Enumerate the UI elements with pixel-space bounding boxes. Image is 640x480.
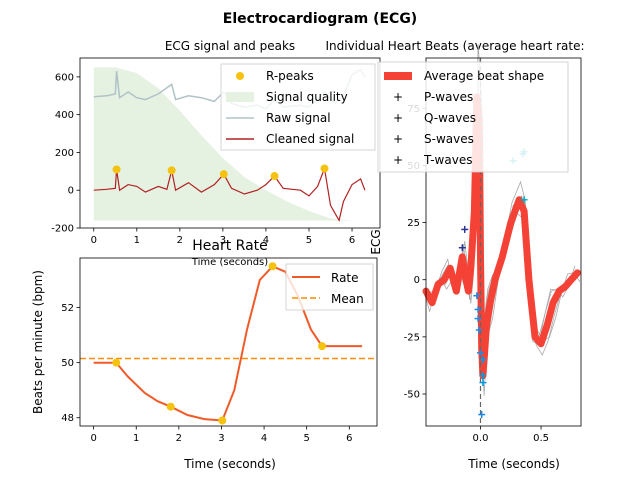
legend-q-marker: + — [393, 111, 403, 125]
legend-quality-swatch — [226, 92, 254, 102]
heart-rate-xlabel: Time (seconds) — [183, 457, 276, 471]
p-wave-marker — [458, 244, 466, 252]
ecg-signal-xtick-label: 5 — [306, 235, 312, 246]
heart-rate-xtick-label: 4 — [261, 433, 267, 444]
heart-beats-xtick-label: 0.0 — [473, 433, 489, 444]
legend-raw-label: Raw signal — [266, 111, 331, 125]
rate-peak-point — [318, 342, 327, 351]
heart-beats-ytick-label: -50 — [404, 390, 420, 401]
rate-peak-point — [268, 262, 277, 271]
cleaned-signal-line — [93, 166, 366, 223]
ecg-signal-xtick-label: 4 — [263, 235, 269, 246]
heart-beats-ylabel: ECG — [369, 229, 383, 254]
r-peak-point — [112, 165, 121, 174]
ecg-signal-ytick-label: 200 — [55, 148, 74, 159]
s-wave-marker — [479, 372, 487, 380]
rate-peak-point — [218, 416, 227, 425]
s-wave-marker — [479, 379, 487, 387]
heart-beats-frame — [425, 57, 582, 427]
ecg-signal-ytick-label: 0 — [68, 186, 74, 197]
t-wave-marker — [520, 196, 528, 204]
r-peak-point — [167, 166, 176, 175]
legend-cleaned-label: Cleaned signal — [266, 132, 354, 146]
heart-rate-ytick-label: 48 — [61, 413, 74, 424]
legend-quality-label: Signal quality — [266, 90, 348, 104]
rate-peak-point — [112, 358, 121, 367]
heart-beats-xtick-label: 0.5 — [533, 433, 549, 444]
ecg-signal-ytick-label: 600 — [55, 72, 74, 83]
heart-beats-ytick-label: 25 — [407, 218, 420, 229]
heart-rate-xtick-label: 1 — [133, 433, 139, 444]
legend-average-label: Average beat shape — [424, 69, 544, 83]
q-wave-marker — [476, 349, 484, 357]
r-peak-point — [219, 170, 228, 179]
heart-rate-ylabel: Beats per minute (bpm) — [31, 270, 45, 414]
heart-beats-ytick-label: 0 — [414, 275, 420, 286]
heart-rate-ytick-label: 50 — [61, 358, 74, 369]
legend-box — [377, 61, 569, 173]
q-wave-marker — [475, 326, 483, 334]
heart-rate-title: Heart Rate — [192, 238, 268, 254]
heart-rate-frame — [79, 257, 378, 427]
heart-beats-ytick-label: -25 — [404, 332, 420, 343]
ecg-signal-xtick-label: 1 — [134, 235, 140, 246]
legend-box — [220, 63, 376, 151]
s-wave-marker — [479, 356, 487, 364]
legend-rpeaks-label: R-peaks — [266, 69, 314, 83]
ecg-signal-title: ECG signal and peaks — [165, 39, 295, 53]
q-wave-marker — [474, 305, 482, 313]
figure-title: Electrocardiogram (ECG) — [223, 11, 417, 27]
heart-rate-xtick-label: 0 — [90, 433, 96, 444]
ecg-signal-xlabel: Time (seconds) — [191, 257, 268, 268]
legend-box — [285, 263, 374, 311]
heart-rate-xtick-label: 5 — [304, 433, 310, 444]
legend-s-marker: + — [393, 132, 403, 146]
r-peak-point — [270, 172, 279, 181]
legend-q-label: Q-waves — [424, 111, 476, 125]
heart-beats-panel: Individual Heart Beats (average heart ra… — [325, 39, 584, 471]
legend-t-label: T-waves — [423, 153, 472, 167]
ecg-signal-legend: R-peaks Signal quality Raw signal Cleane… — [220, 63, 376, 151]
legend-t-marker: + — [393, 153, 403, 167]
ecg-signal-ytick-label: -200 — [51, 224, 74, 235]
q-wave-marker — [478, 411, 486, 419]
legend-p-marker: + — [393, 90, 403, 104]
heart-rate-xtick-label: 3 — [218, 433, 224, 444]
ecg-signal-xtick-label: 3 — [220, 235, 226, 246]
ecg-signal-xtick-label: 0 — [91, 235, 97, 246]
ecg-signal-xtick-label: 2 — [177, 235, 183, 246]
rate-peak-point — [166, 402, 175, 411]
legend-s-label: S-waves — [424, 132, 474, 146]
heart-beats-xlabel: Time (seconds) — [467, 457, 560, 471]
p-wave-marker — [461, 225, 469, 233]
ecg-signal-xtick-label: 6 — [349, 235, 355, 246]
heart-beats-title: Individual Heart Beats (average heart ra… — [325, 39, 584, 53]
q-wave-marker — [473, 292, 481, 300]
ecg-signal-panel: ECG signal and peaks 0 1 2 3 4 5 6 -200 0 200 400 6… — [51, 39, 381, 268]
legend-rpeaks-marker — [236, 72, 244, 80]
heart-rate-ytick-label: 52 — [61, 303, 74, 314]
signal-quality-area — [93, 67, 365, 221]
heart-beats-legend: Average beat shape + P-waves + Q-waves +… — [377, 61, 569, 173]
ecg-signal-ytick-label: 400 — [55, 110, 74, 121]
legend-mean-label: Mean — [331, 292, 364, 306]
heart-rate-legend: Rate Mean — [285, 263, 374, 311]
heart-rate-xtick-label: 2 — [176, 433, 182, 444]
legend-rate-label: Rate — [331, 271, 359, 285]
q-wave-marker — [474, 315, 482, 323]
legend-p-label: P-waves — [424, 90, 473, 104]
heart-rate-line — [93, 265, 363, 422]
heart-rate-xtick-label: 6 — [346, 433, 352, 444]
r-peak-point — [320, 164, 329, 173]
